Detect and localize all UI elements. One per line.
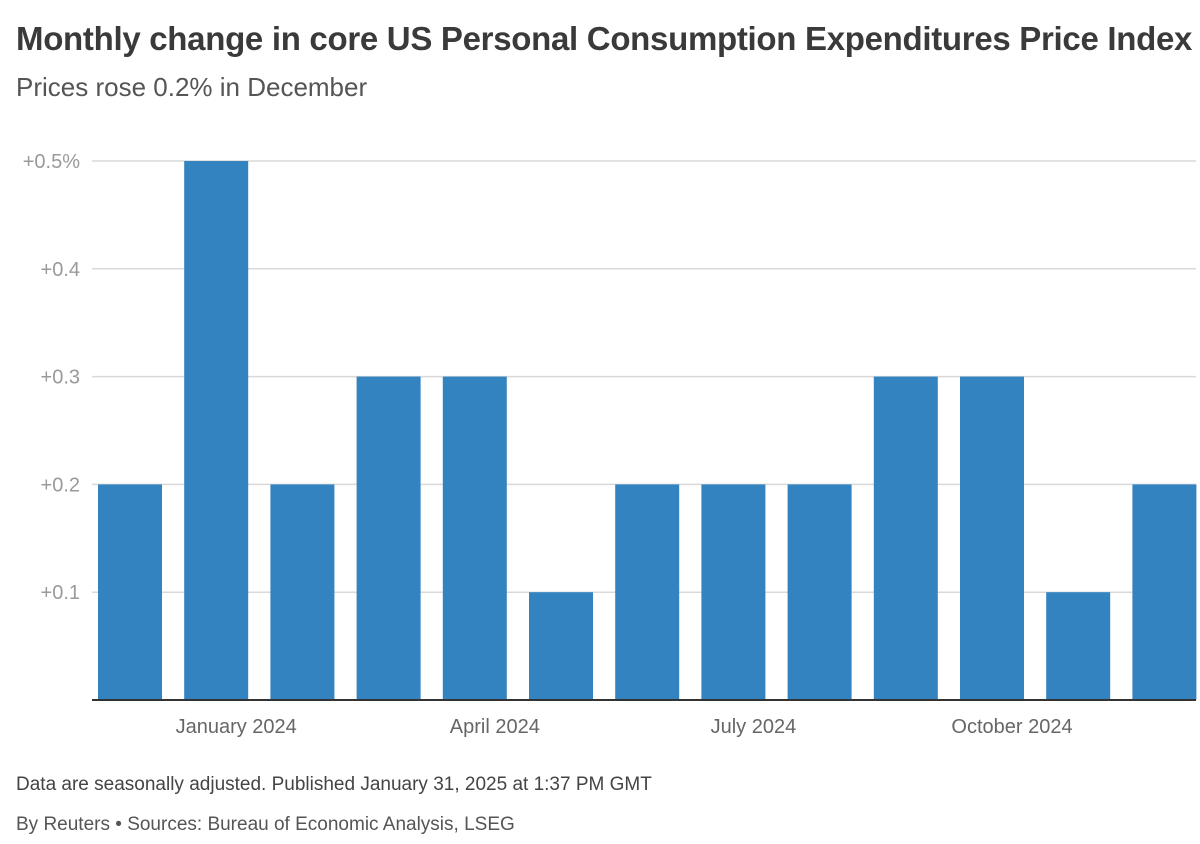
x-tick-label: January 2024 xyxy=(176,716,297,738)
y-tick-label: +0.1 xyxy=(41,582,80,604)
bar-jan-2024 xyxy=(184,161,249,700)
bar-may-2024 xyxy=(529,592,593,700)
x-tick-label: July 2024 xyxy=(711,716,797,738)
bar-oct-2024 xyxy=(960,376,1024,700)
y-tick-label: +0.5% xyxy=(23,151,80,173)
bar-sep-2024 xyxy=(873,376,938,700)
bar-dec-2024 xyxy=(1132,484,1197,700)
chart-title: Monthly change in core US Personal Consu… xyxy=(16,20,1193,57)
y-tick-label: +0.4 xyxy=(41,259,80,281)
bar-apr-2024 xyxy=(442,376,507,700)
x-tick-label: October 2024 xyxy=(951,716,1072,738)
bars xyxy=(98,161,1197,700)
y-axis-tick-labels: +0.1 +0.2 +0.3 +0.4 +0.5% xyxy=(23,151,80,604)
y-tick-label: +0.3 xyxy=(41,367,80,389)
y-tick-label: +0.2 xyxy=(41,474,80,496)
chart-subtitle: Prices rose 0.2% in December xyxy=(16,72,368,102)
x-tick-label: April 2024 xyxy=(450,716,540,738)
bar-dec-2023 xyxy=(98,484,162,700)
x-axis-tick-labels: January 2024 April 2024 July 2024 October 2… xyxy=(176,716,1073,738)
source-credit: By Reuters • Sources: Bureau of Economic… xyxy=(16,814,515,835)
data-note: Data are seasonally adjusted. Published … xyxy=(16,774,652,795)
bar-mar-2024 xyxy=(356,376,421,700)
bar-jul-2024 xyxy=(701,484,766,700)
bar-aug-2024 xyxy=(787,484,852,700)
bar-jun-2024 xyxy=(615,484,680,700)
bar-nov-2024 xyxy=(1046,592,1111,700)
bar-feb-2024 xyxy=(270,484,335,700)
